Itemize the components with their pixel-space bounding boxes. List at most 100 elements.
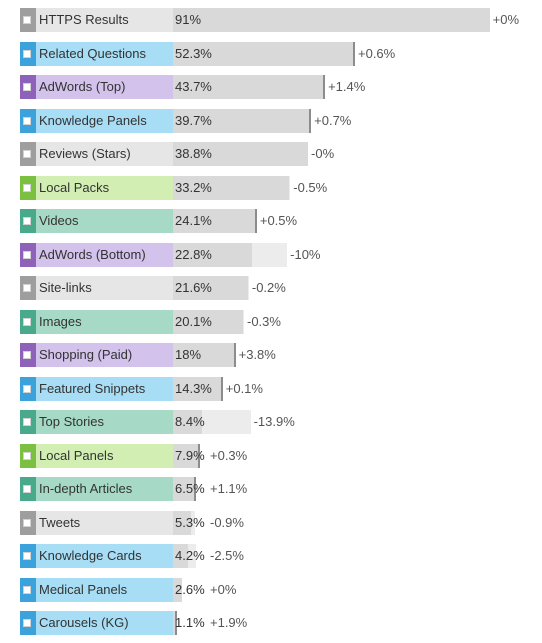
- value-label: 6.5%: [175, 481, 205, 496]
- bar: [173, 242, 288, 267]
- row-label: Knowledge Cards: [36, 544, 173, 568]
- bar-previous-value: [202, 410, 251, 434]
- checkbox-icon: [23, 317, 31, 326]
- checkbox-icon: [23, 83, 31, 91]
- bar: [173, 611, 177, 635]
- bar-fill: [173, 108, 312, 133]
- value-label: 8.4%: [175, 414, 205, 429]
- chart-row: Medical Panels 2.6% +0%: [20, 577, 540, 602]
- bar-fill: [173, 309, 243, 334]
- bar: [173, 41, 355, 66]
- change-label: -13.9%: [253, 414, 295, 429]
- value-label: 1.1%: [175, 615, 205, 630]
- bar: [173, 209, 257, 233]
- change-label: -0.3%: [246, 313, 281, 329]
- checkbox-icon: [23, 552, 31, 560]
- category-color-chip: [20, 611, 36, 635]
- checkbox-icon: [23, 16, 31, 24]
- bar-previous-value: [252, 242, 288, 267]
- chart-row: Local Packs 33.2% -0.5%: [20, 175, 540, 200]
- checkbox-icon: [23, 585, 31, 594]
- category-color-chip: [20, 410, 36, 434]
- row-label: AdWords (Top): [36, 75, 173, 99]
- bar-fill: [173, 510, 192, 535]
- category-color-chip: [20, 276, 36, 300]
- row-label: In-depth Articles: [36, 477, 173, 501]
- change-label: +0.6%: [358, 45, 396, 61]
- row-label: Knowledge Panels: [36, 108, 173, 133]
- row-label: Local Panels: [36, 443, 173, 468]
- bar-fill: [173, 75, 326, 99]
- category-color-chip: [20, 510, 36, 535]
- checkbox-icon: [23, 284, 31, 292]
- category-color-chip: [20, 443, 36, 468]
- chart-row: Carousels (KG) 1.1% +1.9%: [20, 611, 540, 635]
- bar: [173, 343, 236, 367]
- change-label: -0.9%: [210, 514, 244, 530]
- bar: [173, 510, 195, 535]
- bar: [173, 75, 326, 99]
- checkbox-icon: [23, 619, 31, 627]
- row-label: Featured Snippets: [36, 376, 173, 401]
- chart-row: Knowledge Cards 4.2% -2.5%: [20, 544, 540, 568]
- bar-change-marker: [233, 343, 236, 367]
- value-label: 21.6%: [175, 280, 212, 295]
- chart-row: Local Panels 7.9% +0.3%: [20, 443, 540, 468]
- category-color-chip: [20, 8, 36, 32]
- category-color-chip: [20, 242, 36, 267]
- chart-row: Tweets 5.3% -0.9%: [20, 510, 540, 535]
- bar-fill: [173, 209, 257, 233]
- chart-row: Top Stories 8.4% -13.9%: [20, 410, 540, 434]
- change-label: -2.5%: [210, 548, 244, 563]
- checkbox-icon: [23, 518, 31, 527]
- bar: [173, 410, 251, 434]
- chart-row: Featured Snippets 14.3% +0.1%: [20, 376, 540, 401]
- bar-change-marker: [323, 75, 326, 99]
- value-label: 5.3%: [175, 514, 205, 530]
- value-label: 39.7%: [175, 112, 212, 128]
- row-label: Tweets: [36, 510, 173, 535]
- bar-fill: [173, 41, 355, 66]
- row-label: Images: [36, 309, 173, 334]
- category-color-chip: [20, 108, 36, 133]
- chart-row: Videos 24.1% +0.5%: [20, 209, 540, 233]
- checkbox-icon: [23, 451, 31, 460]
- value-label: 18%: [175, 347, 202, 362]
- category-color-chip: [20, 477, 36, 501]
- bar-fill: [173, 477, 196, 501]
- bar-change-marker: [353, 41, 355, 66]
- bar: [173, 443, 201, 468]
- row-label: Related Questions: [36, 41, 173, 66]
- change-label: +1.4%: [328, 79, 366, 94]
- bar-previous-value: [248, 276, 249, 300]
- bar-previous-value: [288, 175, 291, 200]
- category-color-chip: [20, 209, 36, 233]
- category-color-chip: [20, 309, 36, 334]
- bar-change-marker: [198, 443, 201, 468]
- category-color-chip: [20, 175, 36, 200]
- bar: [173, 276, 249, 300]
- checkbox-icon: [23, 250, 31, 259]
- bar: [173, 477, 196, 501]
- change-label: +0.1%: [225, 380, 263, 396]
- change-label: +0.5%: [259, 213, 298, 228]
- row-label: Shopping (Paid): [36, 343, 173, 367]
- change-label: +0.3%: [210, 447, 248, 463]
- bar-previous-value: [187, 544, 197, 568]
- bar: [173, 544, 197, 568]
- value-label: 20.1%: [175, 313, 212, 329]
- chart-row: Related Questions 52.3% +0.6%: [20, 41, 540, 66]
- value-label: 24.1%: [175, 213, 212, 228]
- row-label: AdWords (Bottom): [36, 242, 173, 267]
- checkbox-icon: [23, 116, 31, 125]
- row-label: Videos: [36, 209, 173, 233]
- bar-previous-value: [191, 510, 195, 535]
- row-label: HTTPS Results: [36, 8, 173, 32]
- change-label: -0.2%: [251, 280, 286, 295]
- change-label: +1.1%: [210, 481, 248, 496]
- bar: [173, 8, 490, 32]
- checkbox-icon: [23, 351, 31, 359]
- chart-row: AdWords (Bottom) 22.8% -10%: [20, 242, 540, 267]
- chart-row: Knowledge Panels 39.7% +0.7%: [20, 108, 540, 133]
